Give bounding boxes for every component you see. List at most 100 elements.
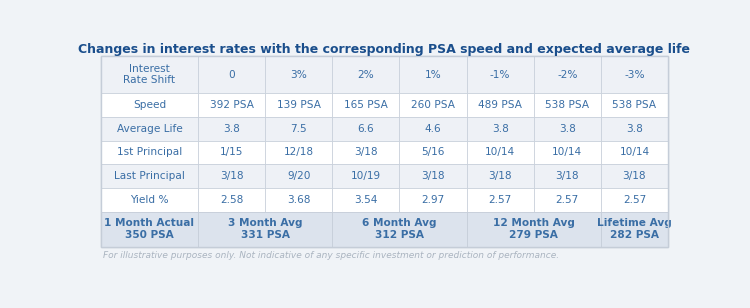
Text: 0: 0	[228, 70, 235, 79]
Bar	[332, 188, 400, 212]
Bar	[266, 164, 332, 188]
Text: 12 Month Avg
279 PSA: 12 Month Avg 279 PSA	[493, 218, 574, 240]
Text: 3/18: 3/18	[556, 171, 579, 181]
Text: Interest
Rate Shift: Interest Rate Shift	[123, 64, 176, 85]
Bar	[466, 56, 534, 93]
Text: 489 PSA: 489 PSA	[478, 100, 522, 110]
Text: 10/19: 10/19	[351, 171, 381, 181]
Bar	[534, 188, 601, 212]
Text: 6.6: 6.6	[358, 124, 374, 134]
Text: -2%: -2%	[557, 70, 578, 79]
Bar	[466, 212, 534, 247]
Text: 10/14: 10/14	[552, 147, 583, 157]
Bar	[534, 56, 601, 93]
Bar	[534, 93, 601, 117]
Bar	[198, 117, 266, 140]
Bar	[601, 212, 668, 247]
Text: 7.5: 7.5	[290, 124, 307, 134]
Bar	[400, 117, 466, 140]
Text: 1st Principal: 1st Principal	[117, 147, 182, 157]
Bar	[100, 212, 198, 247]
Bar	[601, 140, 668, 164]
Bar	[266, 56, 332, 93]
Bar	[100, 212, 198, 247]
Text: 3.54: 3.54	[354, 195, 377, 205]
Text: 139 PSA: 139 PSA	[277, 100, 321, 110]
Bar	[400, 140, 466, 164]
Bar	[534, 212, 601, 247]
Bar	[601, 212, 668, 247]
Text: 3/18: 3/18	[422, 171, 445, 181]
Text: 3%: 3%	[290, 70, 308, 79]
Bar	[266, 188, 332, 212]
Bar	[466, 188, 534, 212]
Text: 538 PSA: 538 PSA	[613, 100, 656, 110]
Bar	[601, 117, 668, 140]
Text: Average Life: Average Life	[116, 124, 182, 134]
Bar	[198, 212, 266, 247]
Bar	[332, 117, 400, 140]
Text: Changes in interest rates with the corresponding PSA speed and expected average : Changes in interest rates with the corre…	[78, 43, 690, 56]
Bar	[400, 212, 466, 247]
Bar	[466, 140, 534, 164]
Bar	[266, 117, 332, 140]
Bar	[601, 164, 668, 188]
Bar	[100, 93, 198, 117]
Text: 3.8: 3.8	[559, 124, 576, 134]
Text: 6 Month Avg
312 PSA: 6 Month Avg 312 PSA	[362, 218, 436, 240]
Bar	[601, 56, 668, 93]
Text: 3/18: 3/18	[622, 171, 646, 181]
Bar	[100, 140, 198, 164]
Text: 165 PSA: 165 PSA	[344, 100, 388, 110]
Text: 3.8: 3.8	[492, 124, 508, 134]
Text: 3.68: 3.68	[287, 195, 310, 205]
Bar	[198, 93, 266, 117]
Text: 10/14: 10/14	[485, 147, 515, 157]
Text: 3 Month Avg
331 PSA: 3 Month Avg 331 PSA	[228, 218, 302, 240]
Text: Last Principal: Last Principal	[114, 171, 184, 181]
Text: 3/18: 3/18	[220, 171, 244, 181]
Text: 2%: 2%	[358, 70, 374, 79]
Bar	[466, 93, 534, 117]
Text: 12/18: 12/18	[284, 147, 314, 157]
Bar	[601, 188, 668, 212]
Text: 1 Month Actual
350 PSA: 1 Month Actual 350 PSA	[104, 218, 194, 240]
Text: 260 PSA: 260 PSA	[411, 100, 455, 110]
Text: 3.8: 3.8	[626, 124, 643, 134]
Bar	[332, 212, 400, 247]
Text: 3/18: 3/18	[488, 171, 512, 181]
Text: 1%: 1%	[424, 70, 442, 79]
Text: 392 PSA: 392 PSA	[210, 100, 254, 110]
Bar	[100, 56, 668, 247]
Text: 2.58: 2.58	[220, 195, 243, 205]
Bar	[100, 188, 198, 212]
Text: 538 PSA: 538 PSA	[545, 100, 590, 110]
Bar	[332, 140, 400, 164]
Bar	[198, 212, 332, 247]
Text: 2.57: 2.57	[556, 195, 579, 205]
Bar	[198, 140, 266, 164]
Bar	[266, 93, 332, 117]
Text: Yield %: Yield %	[130, 195, 169, 205]
Bar	[400, 164, 466, 188]
Bar	[400, 56, 466, 93]
Bar	[266, 140, 332, 164]
Bar	[601, 93, 668, 117]
Text: 3.8: 3.8	[224, 124, 240, 134]
Bar	[534, 164, 601, 188]
Text: 5/16: 5/16	[422, 147, 445, 157]
Text: 3/18: 3/18	[354, 147, 378, 157]
Bar	[332, 212, 466, 247]
Text: 10/14: 10/14	[620, 147, 650, 157]
Text: 2.57: 2.57	[488, 195, 512, 205]
Bar	[400, 188, 466, 212]
Bar	[198, 56, 266, 93]
Text: Speed: Speed	[133, 100, 166, 110]
Bar	[466, 164, 534, 188]
Text: 2.57: 2.57	[622, 195, 646, 205]
Bar	[100, 56, 198, 93]
Bar	[198, 164, 266, 188]
Text: -1%: -1%	[490, 70, 511, 79]
Bar	[534, 117, 601, 140]
Bar	[534, 140, 601, 164]
